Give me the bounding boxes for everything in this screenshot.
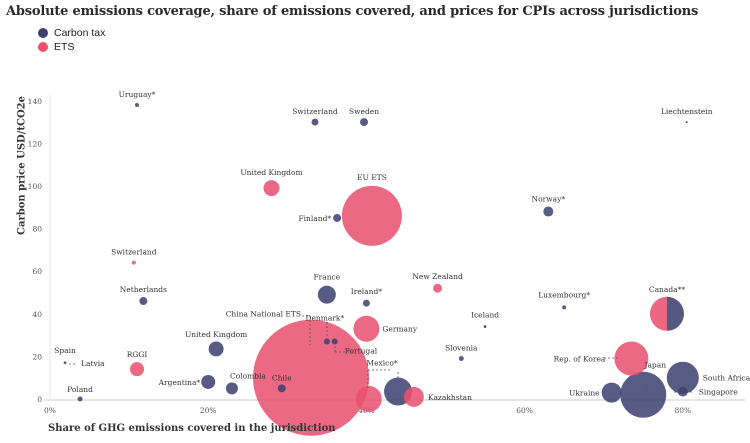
- x-tick-label: 0%: [44, 406, 56, 415]
- x-tick-label: 80%: [674, 406, 691, 415]
- point-label: Latvia: [81, 359, 105, 368]
- point-label: Spain: [54, 346, 76, 355]
- legend-item-carbon-tax: Carbon tax: [38, 26, 105, 40]
- point-label: EU ETS: [357, 173, 387, 182]
- point-label: New Zealand: [412, 272, 463, 281]
- bubble-tax: [63, 361, 67, 365]
- legend-label-carbon-tax: Carbon tax: [54, 27, 106, 39]
- point-label: Switzerland: [111, 248, 157, 257]
- bubble-tax: [362, 299, 370, 307]
- bubble-tax: [77, 396, 83, 402]
- bubble-tax-half: [666, 296, 684, 331]
- point-label: Luxembourg*: [538, 290, 590, 299]
- bubble-tax: [620, 371, 667, 418]
- point-label: Denmark*: [305, 313, 344, 322]
- point-label: Finland*: [298, 214, 331, 223]
- bubble-tax: [201, 374, 216, 389]
- point-label: Germany: [382, 325, 417, 334]
- legend-swatch-carbon-tax: [38, 28, 48, 38]
- point-label: Poland: [67, 385, 93, 394]
- y-tick-label: 60: [32, 267, 42, 276]
- point-label: RGGI: [127, 350, 148, 359]
- point-label: Portugal: [345, 346, 378, 355]
- bubble-ets: [353, 315, 380, 342]
- point-label: South Africa: [703, 374, 750, 383]
- y-tick-label: 0: [37, 395, 42, 404]
- point-label: Iceland: [471, 311, 499, 320]
- point-label: Argentina*: [158, 378, 201, 387]
- bubble-tax: [225, 382, 238, 395]
- bubble-ets: [341, 185, 402, 246]
- bubble-tax: [685, 121, 688, 124]
- bubble-tax: [458, 356, 464, 361]
- y-tick-label: 120: [28, 139, 43, 148]
- y-tick-label: 80: [32, 225, 42, 234]
- point-label: Norway*: [532, 195, 566, 204]
- chart-title: Absolute emissions coverage, share of em…: [6, 4, 699, 19]
- point-label: Japan: [643, 361, 666, 370]
- bubble-tax: [317, 285, 336, 304]
- point-label: United Kingdom: [240, 168, 302, 177]
- x-axis-label: Share of GHG emissions covered in the ju…: [48, 423, 336, 434]
- point-label: Ireland*: [351, 287, 382, 296]
- bubble-ets: [403, 386, 424, 407]
- point-label: Singapore: [699, 388, 739, 397]
- point-label: Uruguay*: [119, 90, 156, 99]
- bubble-ets: [130, 362, 145, 377]
- y-tick-label: 100: [28, 182, 43, 191]
- bubble-ets: [263, 180, 280, 197]
- bubble-ets: [131, 260, 136, 265]
- point-label: Canada**: [649, 285, 686, 294]
- point-label: Liechtenstein: [661, 107, 713, 116]
- bubble-tax: [543, 206, 554, 217]
- bubble-tax: [601, 382, 622, 403]
- point-label: China National ETS: [226, 310, 301, 319]
- point-label: Slovenia: [445, 344, 478, 353]
- y-tick-label: 20: [32, 352, 42, 361]
- bubble-ets: [433, 283, 443, 293]
- point-label: Colombia: [230, 371, 266, 380]
- legend-label-ets: ETS: [54, 41, 75, 53]
- bubble-tax: [333, 213, 342, 222]
- point-label: Netherlands: [120, 285, 167, 294]
- bubble-tax: [135, 103, 140, 108]
- point-label: Mexico*: [366, 359, 397, 368]
- legend-item-ets: ETS: [38, 40, 105, 54]
- point-label: Rep. of Korea: [554, 355, 606, 364]
- y-axis-label: Carbon price USD/tCO2e: [16, 96, 28, 235]
- bubble-tax: [139, 297, 148, 306]
- point-label: Sweden: [349, 107, 379, 116]
- point-label: Ukraine: [569, 389, 600, 398]
- y-tick-label: 40: [32, 310, 42, 319]
- point-label: Chile: [272, 373, 292, 382]
- bubble-tax: [483, 325, 487, 328]
- bubble-tax: [277, 384, 286, 393]
- bubble-tax: [666, 361, 699, 394]
- x-tick-label: 60%: [516, 406, 533, 415]
- x-tick-label: 20%: [200, 406, 217, 415]
- bubble-ets: [614, 341, 649, 376]
- bubble-tax: [311, 118, 319, 126]
- bubble-tax: [208, 341, 224, 357]
- y-tick-label: 140: [28, 97, 43, 106]
- point-label: Kazakhstan: [428, 393, 472, 402]
- point-label: Switzerland: [292, 107, 338, 116]
- legend-swatch-ets: [38, 42, 48, 52]
- legend: Carbon tax ETS: [38, 26, 105, 54]
- bubble-tax: [562, 305, 567, 310]
- bubble-tax: [360, 118, 369, 127]
- point-label: France: [313, 273, 340, 282]
- bubble-tax: [323, 338, 330, 345]
- point-label: United Kingdom: [185, 330, 247, 339]
- bubble-ets-half: [649, 296, 667, 331]
- bubble-ets: [355, 386, 382, 412]
- bubble-tax: [331, 338, 338, 345]
- bubble-ets: [253, 319, 370, 436]
- bubble-tax: [677, 386, 688, 397]
